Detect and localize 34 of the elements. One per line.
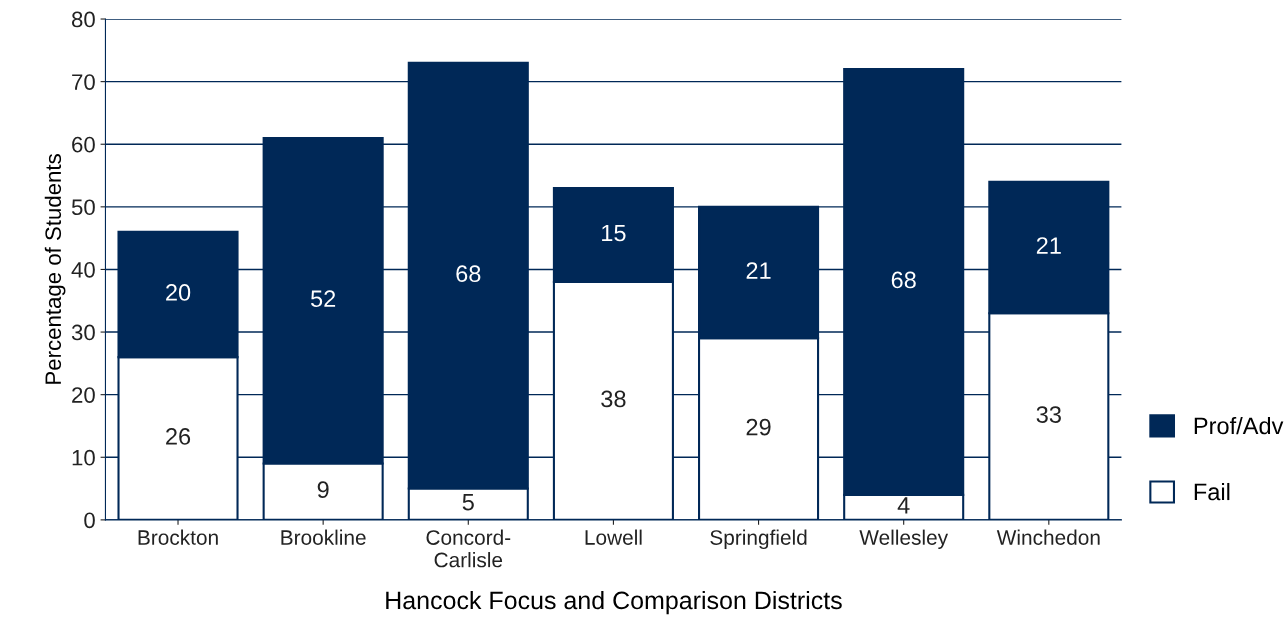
data-label: 9 — [317, 481, 329, 499]
y-tick-label: 60 — [72, 136, 95, 153]
x-tick-label: Springfield — [710, 529, 807, 550]
data-label: 5 — [462, 494, 474, 511]
y-tick-label: 80 — [71, 11, 95, 28]
x-tick-label: Concord-Carlisle — [426, 529, 511, 568]
data-label: 68 — [456, 265, 481, 283]
data-label: 52 — [310, 290, 336, 308]
legend-label: Prof/Adv — [1194, 416, 1284, 435]
x-tick-label: Brookline — [281, 529, 366, 545]
x-tick-label: Lowell — [585, 529, 642, 545]
x-axis-title: Hancock Focus and Comparison Districts — [386, 590, 842, 615]
data-label: 33 — [1036, 406, 1061, 423]
y-axis-title: Percentage of Students — [44, 154, 66, 384]
y-tick-label: 70 — [72, 74, 95, 90]
data-label: 38 — [601, 390, 626, 408]
x-tick-label: Wellesley — [859, 529, 949, 550]
data-label: 15 — [602, 224, 626, 242]
data-label: 68 — [891, 271, 916, 289]
x-tick-label: Winchedon — [996, 529, 1100, 545]
y-tick-label: 30 — [71, 324, 95, 341]
legend-label: Fail — [1194, 482, 1230, 501]
data-label: 26 — [166, 428, 191, 445]
y-tick-label: 40 — [71, 261, 95, 278]
data-label: 21 — [1036, 237, 1061, 254]
data-label: 4 — [897, 497, 910, 514]
data-label: 21 — [746, 262, 771, 279]
y-tick-label: 10 — [72, 449, 95, 466]
data-label: 20 — [166, 284, 191, 301]
y-tick-label: 0 — [84, 512, 95, 529]
y-tick-label: 20 — [72, 387, 95, 403]
y-tick-label: 50 — [71, 199, 95, 216]
x-tick-label: Brockton — [138, 529, 218, 545]
data-label: 29 — [746, 418, 771, 436]
